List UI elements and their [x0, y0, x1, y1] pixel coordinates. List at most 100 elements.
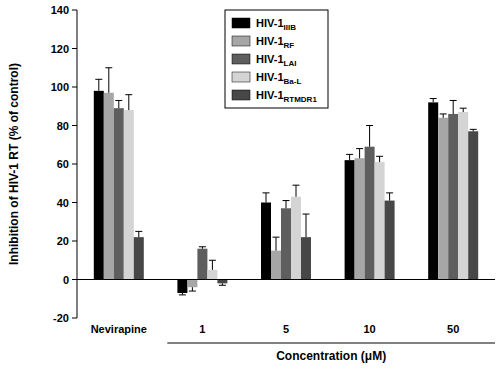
error-stem [359, 149, 360, 159]
error-bar [430, 99, 437, 103]
error-stem [286, 201, 287, 209]
error-cap [450, 100, 457, 101]
chart: -20020406080100120140Nevirapine151050Con… [0, 0, 500, 368]
error-stem [128, 95, 129, 110]
x-axis-label: Concentration (μM) [276, 349, 386, 363]
y-tick-label: 80 [57, 120, 69, 132]
y-tick [72, 125, 77, 126]
error-cap [95, 79, 102, 80]
legend-label: HIV-1Ba-L [256, 71, 301, 86]
error-cap [460, 108, 467, 109]
error-bar [189, 287, 196, 291]
legend-swatch [232, 90, 250, 100]
x-tick-label: 1 [199, 323, 205, 335]
x-tick-label: Nevirapine [91, 323, 147, 335]
error-bar [293, 185, 300, 197]
error-stem [192, 287, 193, 291]
error-bar [386, 193, 393, 201]
bar [458, 112, 468, 279]
chart-container: -20020406080100120140Nevirapine151050Con… [0, 0, 500, 368]
bar [271, 251, 281, 280]
x-axis [77, 279, 495, 280]
error-cap [303, 214, 310, 215]
error-bar [303, 214, 310, 237]
error-cap [273, 237, 280, 238]
error-stem [212, 260, 213, 270]
error-cap [366, 125, 373, 126]
bar [301, 237, 311, 279]
error-cap [189, 291, 196, 292]
error-bar [440, 114, 447, 118]
y-tick-label: 40 [57, 197, 69, 209]
x-tick-label: 5 [283, 323, 289, 335]
y-tick-label: 60 [57, 158, 69, 170]
error-stem [389, 193, 390, 201]
error-bar [283, 201, 290, 209]
error-cap [386, 192, 393, 193]
bar [438, 118, 448, 280]
y-axis-label: Inhibition of HIV-1 RT (% of control) [7, 63, 21, 265]
error-stem [463, 108, 464, 112]
error-cap [135, 231, 142, 232]
legend-swatch [232, 72, 250, 82]
legend-swatch [232, 18, 250, 28]
error-stem [369, 126, 370, 147]
bar [448, 114, 458, 280]
error-cap [470, 129, 477, 130]
bar [375, 162, 385, 279]
error-cap [105, 67, 112, 68]
error-stem [296, 185, 297, 197]
error-cap [179, 294, 186, 295]
error-bar [199, 247, 206, 249]
error-bar [470, 129, 477, 131]
bar [468, 131, 478, 279]
error-stem [349, 154, 350, 160]
bar [428, 102, 438, 279]
y-tick-label: 100 [51, 81, 69, 93]
bar [177, 280, 187, 293]
error-stem [453, 100, 454, 113]
error-bar [273, 237, 280, 250]
y-tick [72, 48, 77, 49]
error-cap [293, 185, 300, 186]
legend-swatch [232, 36, 250, 46]
error-bar [263, 193, 270, 203]
y-tick [72, 279, 77, 280]
error-bar [356, 149, 363, 159]
error-bar [346, 154, 353, 160]
group-bracket [167, 343, 495, 344]
x-tick-label: 50 [447, 323, 459, 335]
bar [281, 208, 291, 279]
y-tick-label: 120 [51, 43, 69, 55]
legend-label: HIV-1IIIB [256, 17, 296, 32]
error-cap [430, 98, 437, 99]
legend-box [225, 10, 328, 108]
error-bar [135, 231, 142, 237]
error-cap [346, 154, 353, 155]
bar [134, 237, 144, 279]
legend-label: HIV-1LAI [256, 53, 296, 68]
legend: HIV-1IIIBHIV-1RFHIV-1LAIHIV-1Ba-LHIV-1RT… [225, 10, 328, 108]
bar [217, 280, 227, 284]
bar [187, 280, 197, 288]
error-stem [266, 193, 267, 203]
bar [355, 158, 365, 279]
error-bar [179, 293, 186, 295]
error-cap [115, 100, 122, 101]
error-cap [376, 156, 383, 157]
error-bar [366, 126, 373, 147]
legend-swatch [232, 54, 250, 64]
error-cap [209, 260, 216, 261]
error-cap [199, 246, 206, 247]
bar [104, 93, 114, 280]
bar [94, 91, 104, 280]
error-bar [450, 100, 457, 113]
y-tick [72, 202, 77, 203]
bar [385, 201, 395, 280]
bar [365, 147, 375, 280]
error-stem [379, 156, 380, 162]
error-stem [443, 114, 444, 118]
error-cap [440, 113, 447, 114]
error-stem [433, 99, 434, 103]
bar [114, 108, 124, 279]
